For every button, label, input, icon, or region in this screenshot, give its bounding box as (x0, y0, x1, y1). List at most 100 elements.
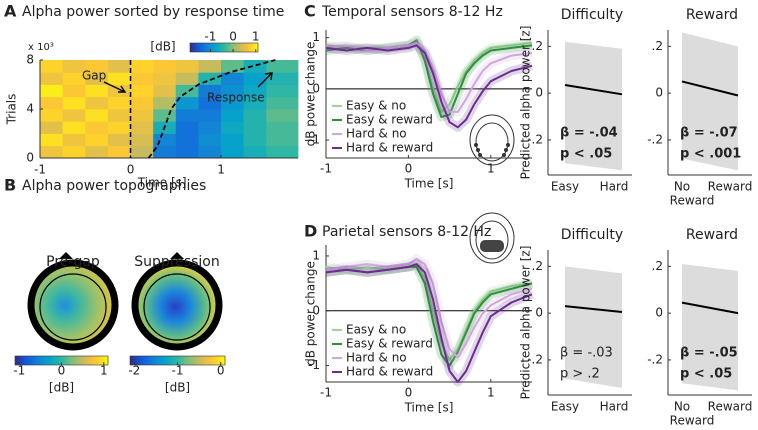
panel-title: Alpha power sorted by response time (22, 4, 284, 20)
confidence-band (682, 264, 738, 391)
colorbar-swatch (212, 43, 216, 52)
heatmap-cell (107, 109, 131, 122)
heatmap-cell (40, 96, 64, 110)
y-tick-label: 0 (655, 306, 663, 320)
heatmap-cell (153, 96, 177, 110)
heatmap-cell (130, 109, 154, 122)
effect-line (564, 305, 623, 313)
heatmap-cell (40, 133, 64, 147)
heatmap-cell (62, 84, 86, 98)
y-tick-label: 4 (26, 102, 34, 116)
colorbar-swatch (221, 356, 226, 365)
stat-annotation: β = -.03 (560, 346, 613, 361)
colorbar-swatch (237, 43, 241, 52)
heatmap-cell (130, 60, 154, 73)
stat-annotation: p < .05 (680, 367, 732, 382)
heatmap-cell (266, 96, 299, 110)
colorbar-swatch (55, 356, 59, 365)
colorbar-swatch (139, 356, 144, 365)
colorbar-tick-label: 0 (229, 30, 237, 44)
heatmap-cell (130, 145, 154, 159)
colorbar-swatch (203, 43, 207, 52)
heatmap-cell (85, 72, 109, 85)
colorbar-tick-label: 1 (252, 30, 260, 44)
colorbar-swatch (42, 356, 47, 365)
heatmap-cell (85, 96, 109, 110)
heatmap-cell (153, 133, 177, 147)
colorbar-swatch (104, 356, 109, 365)
heatmap-cell (221, 133, 245, 147)
heatmap-cell (153, 60, 177, 73)
colorbar-swatch (133, 356, 137, 365)
legend-label: Easy & reward (346, 337, 433, 351)
colorbar-swatch (158, 356, 163, 365)
colorbar-swatch (214, 43, 218, 52)
heatmap-cell (266, 121, 299, 134)
map-title: Pre-gap (46, 254, 100, 270)
y-tick-label: -1 (308, 358, 320, 372)
heatmap-cell (198, 133, 222, 147)
colorbar-swatch (49, 356, 53, 365)
colorbar-swatch (86, 356, 90, 365)
colorbar-swatch (73, 356, 78, 365)
colorbar-swatch (212, 356, 216, 365)
colorbar-swatch (130, 356, 134, 365)
heatmap-cell (40, 145, 64, 159)
colorbar-swatch (192, 43, 196, 52)
heatmap-cell (130, 72, 154, 85)
colorbar-swatch (18, 356, 22, 365)
heatmap-cell (221, 72, 245, 85)
heatmap-cell (221, 121, 245, 134)
heatmap-cell (85, 84, 109, 98)
heatmap-cell (175, 121, 199, 134)
series-line (325, 257, 533, 359)
heatmap-cell (198, 96, 222, 110)
response-label: Response (207, 91, 265, 105)
heatmap-cell (40, 60, 64, 73)
colorbar-swatch (58, 356, 62, 365)
colorbar-swatch (161, 356, 166, 365)
heatmap-cell (85, 121, 109, 134)
legend-label: Hard & reward (346, 365, 433, 379)
colorbar-swatch (196, 43, 200, 52)
colorbar-swatch (152, 356, 156, 365)
colorbar-swatch (246, 43, 250, 52)
colorbar-swatch (215, 356, 220, 365)
colorbar-tick-label: -1 (13, 364, 25, 378)
colorbar-swatch (145, 356, 150, 365)
colorbar-swatch (183, 356, 188, 365)
colorbar-tick-label: -1 (204, 30, 216, 44)
heatmap-cell (175, 60, 199, 73)
colorbar-frame (189, 42, 259, 53)
legend-label: Hard & reward (346, 141, 433, 155)
y-tick-label: -.2 (527, 352, 543, 366)
x-axis-label: Time [s] (404, 401, 454, 415)
heatmap-cell (40, 109, 64, 122)
colorbar-swatch (83, 356, 87, 365)
panel-title: Difficulty (561, 7, 623, 23)
effect-line (681, 80, 739, 97)
colorbar-swatch (33, 356, 38, 365)
x-tick-label: Easy (551, 180, 579, 194)
heatmap-cell (198, 121, 222, 134)
y-tick-label: 1 (312, 30, 320, 44)
colorbar-swatch (255, 43, 259, 52)
colorbar-swatch (208, 43, 211, 52)
colorbar-swatch (180, 356, 185, 365)
heatmap-cell (62, 121, 86, 134)
colorbar-swatch (164, 356, 169, 365)
confidence-band (565, 266, 622, 388)
heatmap-cell (243, 96, 267, 110)
heatmap-cell (40, 84, 64, 98)
x-tick-label: 0 (127, 163, 135, 177)
heatmap-cell (243, 109, 267, 122)
heatmap-cell (243, 121, 267, 134)
heatmap-cell (266, 145, 299, 159)
colorbar-swatch (95, 356, 100, 365)
colorbar-swatch (27, 356, 31, 365)
colorbar-swatch (98, 356, 103, 365)
heatmap-cell (107, 96, 131, 110)
y-axis-label: Trials (5, 94, 19, 126)
gap-label: Gap (82, 69, 106, 83)
y-tick-label: -.2 (527, 132, 543, 146)
